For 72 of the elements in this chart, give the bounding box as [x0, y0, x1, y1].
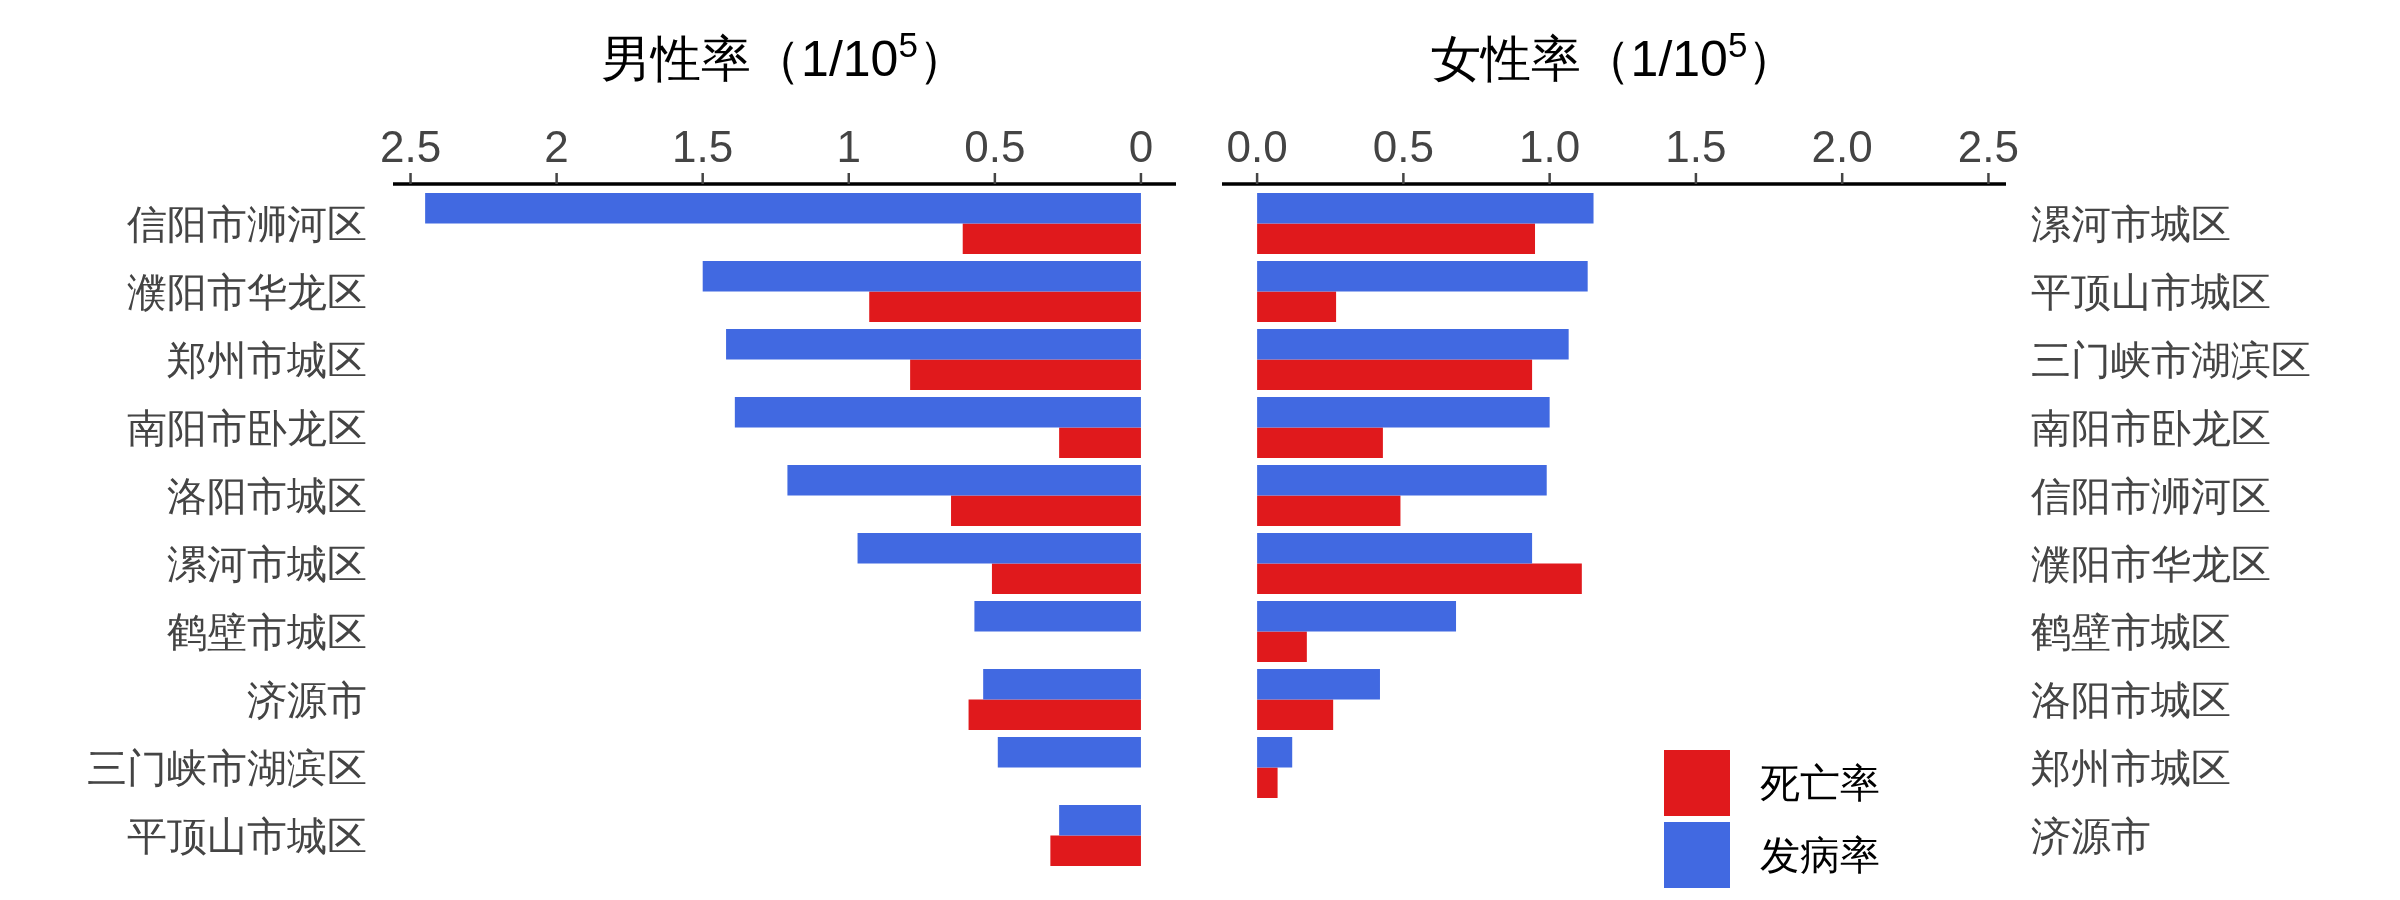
x-tick-label: 0	[1128, 122, 1154, 171]
bar	[1257, 427, 1383, 458]
bar	[1050, 835, 1141, 866]
y-tick-label: 济源市	[247, 678, 367, 723]
y-tick-label: 平顶山市城区	[127, 814, 367, 859]
y-tick-label: 郑州市城区	[167, 338, 367, 383]
bar	[1059, 805, 1141, 836]
x-tick-label: 0.0	[1226, 122, 1288, 171]
bar	[787, 465, 1141, 496]
x-tick-label: 1.5	[672, 122, 734, 171]
bar	[1257, 397, 1550, 428]
bar	[734, 397, 1141, 428]
bar	[1257, 601, 1457, 632]
y-tick-label: 漯河市城区	[167, 542, 367, 587]
chart-title: 男性率（1/10$^{5}$）	[601, 24, 968, 87]
bar	[1257, 563, 1582, 594]
y-tick-label: 洛阳市城区	[167, 474, 367, 519]
bar	[869, 291, 1141, 322]
chart-title: 女性率（1/10$^{5}$）	[1430, 24, 1798, 87]
x-tick-label: 0.5	[1372, 122, 1434, 171]
bar	[1257, 767, 1278, 798]
x-tick-label: 2.5	[379, 122, 442, 171]
y-tick-label: 平顶山市城区	[2031, 270, 2271, 315]
bar	[425, 193, 1141, 224]
bar	[857, 533, 1141, 564]
x-tick-label: 1	[836, 122, 862, 171]
y-tick-label: 郑州市城区	[2031, 746, 2231, 791]
y-tick-label: 三门峡市湖滨区	[2031, 338, 2311, 383]
bar	[1257, 669, 1380, 700]
y-tick-label: 漯河市城区	[2031, 202, 2231, 247]
bar	[910, 359, 1141, 390]
bar	[991, 563, 1141, 594]
bar	[974, 601, 1141, 632]
x-tick-label: 0.5	[964, 122, 1026, 171]
bar	[1257, 223, 1536, 254]
bar	[1257, 193, 1594, 224]
bar	[1257, 495, 1401, 526]
y-tick-label: 南阳市卧龙区	[127, 406, 367, 451]
y-tick-label: 南阳市卧龙区	[2031, 406, 2271, 451]
bar	[1257, 261, 1588, 292]
bar	[1257, 291, 1337, 322]
bar	[1257, 465, 1547, 496]
x-tick-label: 2	[544, 122, 569, 171]
bar	[1059, 427, 1141, 458]
x-tick-label: 1.5	[1665, 122, 1727, 171]
bar	[983, 669, 1141, 700]
bar	[1257, 329, 1569, 360]
bar	[726, 329, 1141, 360]
bar	[962, 223, 1141, 254]
y-tick-label: 鹤壁市城区	[2031, 610, 2231, 655]
y-tick-label: 信阳市浉河区	[2031, 474, 2271, 519]
legend-label: 发病率	[1760, 833, 1880, 878]
bar	[968, 699, 1141, 730]
y-tick-label: 济源市	[2031, 814, 2151, 859]
y-tick-label: 三门峡市湖滨区	[87, 746, 367, 791]
bar	[1257, 533, 1533, 564]
x-tick-label: 2.5	[1957, 122, 2020, 171]
bar	[951, 495, 1141, 526]
bar	[1257, 737, 1293, 768]
bar	[702, 261, 1141, 292]
bar	[1257, 359, 1533, 390]
y-tick-label: 濮阳市华龙区	[127, 270, 367, 315]
bar	[997, 737, 1141, 768]
bar	[1257, 699, 1334, 730]
x-tick-label: 2.0	[1811, 122, 1873, 171]
x-tick-label: 1.0	[1519, 122, 1581, 171]
y-tick-label: 信阳市浉河区	[127, 202, 367, 247]
y-tick-label: 鹤壁市城区	[167, 610, 367, 655]
y-tick-label: 濮阳市华龙区	[2031, 542, 2271, 587]
y-tick-label: 洛阳市城区	[2031, 678, 2231, 723]
legend-label: 死亡率	[1760, 761, 1880, 806]
bar	[1257, 631, 1307, 662]
